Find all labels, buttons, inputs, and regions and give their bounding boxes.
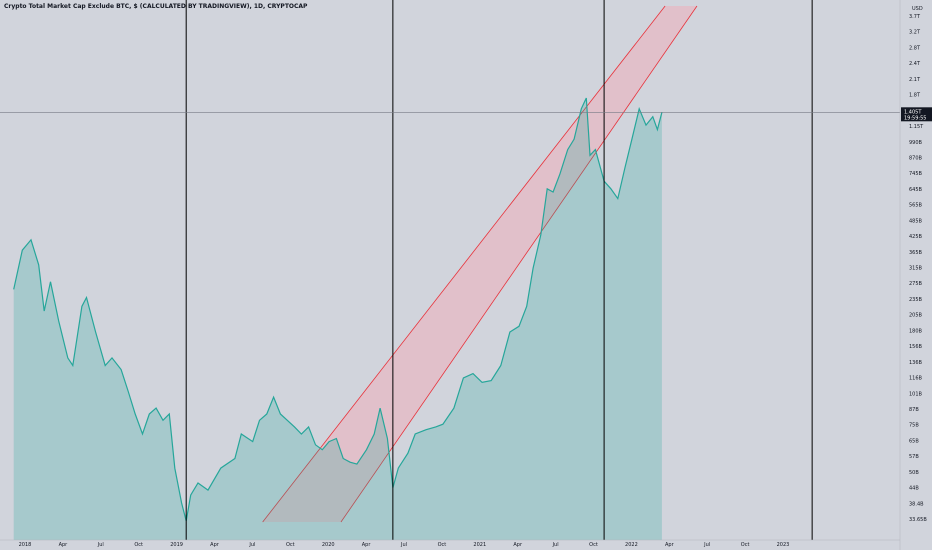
y-tick-label: 645B <box>909 187 923 193</box>
y-tick-label: 44B <box>909 486 919 492</box>
x-tick-label: Apr <box>665 542 675 548</box>
last-price-tag: 1.405T 19:59:55 <box>901 107 932 122</box>
x-tick-label: 2023 <box>777 542 790 548</box>
y-tick-label: 870B <box>909 155 923 161</box>
y-tick-label: 1.15T <box>909 124 924 130</box>
x-tick-label: Apr <box>210 542 220 548</box>
y-tick-label: 38.4B <box>909 501 924 507</box>
y-tick-label: 2.8T <box>909 45 921 51</box>
x-tick-label: Oct <box>134 542 143 548</box>
y-tick-label: 101B <box>909 391 923 397</box>
vertical-lines <box>185 0 813 540</box>
y-tick-label: 87B <box>909 407 919 413</box>
y-tick-label: 365B <box>909 250 923 256</box>
y-axis[interactable]: USD 3.7T3.2T2.8T2.4T2.1T1.8T1.55T1.15T99… <box>899 0 927 550</box>
y-tick-label: 65B <box>909 438 919 444</box>
y-tick-label: 235B <box>909 297 923 303</box>
currency-label: USD <box>912 6 923 12</box>
y-tick-label: 565B <box>909 203 923 209</box>
bar-countdown: 19:59:55 <box>904 115 926 121</box>
x-tick-label: Apr <box>513 542 523 548</box>
x-tick-label: 2022 <box>625 542 638 548</box>
x-tick-label: Apr <box>362 542 372 548</box>
x-tick-label: Apr <box>59 542 69 548</box>
x-tick-label: Oct <box>286 542 295 548</box>
last-price-value: 1.405T <box>904 109 922 115</box>
x-tick-label: 2020 <box>322 542 335 548</box>
series-line[interactable] <box>13 97 663 522</box>
y-tick-label: 1.8T <box>909 93 921 99</box>
y-tick-label: 990B <box>909 140 923 146</box>
y-tick-label: 485B <box>909 218 923 224</box>
y-tick-label: 116B <box>909 376 923 382</box>
title-group: Crypto Total Market Cap Exclude BTC, $ (… <box>4 3 308 10</box>
x-tick-label: 2021 <box>473 542 486 548</box>
y-tick-label: 3.7T <box>909 14 921 20</box>
x-tick-label: Oct <box>741 542 750 548</box>
y-tick-label: 3.2T <box>909 30 921 36</box>
y-tick-label: 136B <box>909 360 923 366</box>
chart-title: Crypto Total Market Cap Exclude BTC, $ (… <box>4 3 308 10</box>
x-tick-label: 2019 <box>170 542 183 548</box>
y-tick-label: 275B <box>909 281 923 287</box>
x-tick-label: Jul <box>703 542 710 548</box>
channel-upper-line[interactable] <box>262 5 666 523</box>
y-tick-label: 745B <box>909 171 923 177</box>
y-tick-label: 50B <box>909 470 919 476</box>
y-tick-label: 57B <box>909 454 919 460</box>
y-tick-label: 180B <box>909 328 923 334</box>
y-tick-label: 425B <box>909 234 923 240</box>
x-tick-label: Jul <box>97 542 104 548</box>
channel-lower-line[interactable] <box>340 5 698 523</box>
x-tick-label: Jul <box>552 542 559 548</box>
y-tick-label: 205B <box>909 313 923 319</box>
y-tick-label: 315B <box>909 266 923 272</box>
x-axis[interactable]: 2018 Apr Jul Oct 2019 Apr Jul Oct 2020 Apr Jul Oct 2… <box>0 539 900 548</box>
y-tick-label: 2.4T <box>909 61 921 67</box>
x-tick-label: Jul <box>248 542 255 548</box>
last-price-tag-bg <box>901 107 932 122</box>
y-tick-label: 2.1T <box>909 77 921 83</box>
x-tick-label: 2018 <box>19 542 32 548</box>
y-tick-label: 33.65B <box>909 517 927 523</box>
y-tick-label: 75B <box>909 423 919 429</box>
x-tick-label: Jul <box>400 542 407 548</box>
x-tick-label: Oct <box>589 542 598 548</box>
x-tick-label: Oct <box>438 542 447 548</box>
y-tick-label: 156B <box>909 344 923 350</box>
series-area-fill <box>13 98 662 540</box>
plot-area[interactable] <box>0 0 900 540</box>
